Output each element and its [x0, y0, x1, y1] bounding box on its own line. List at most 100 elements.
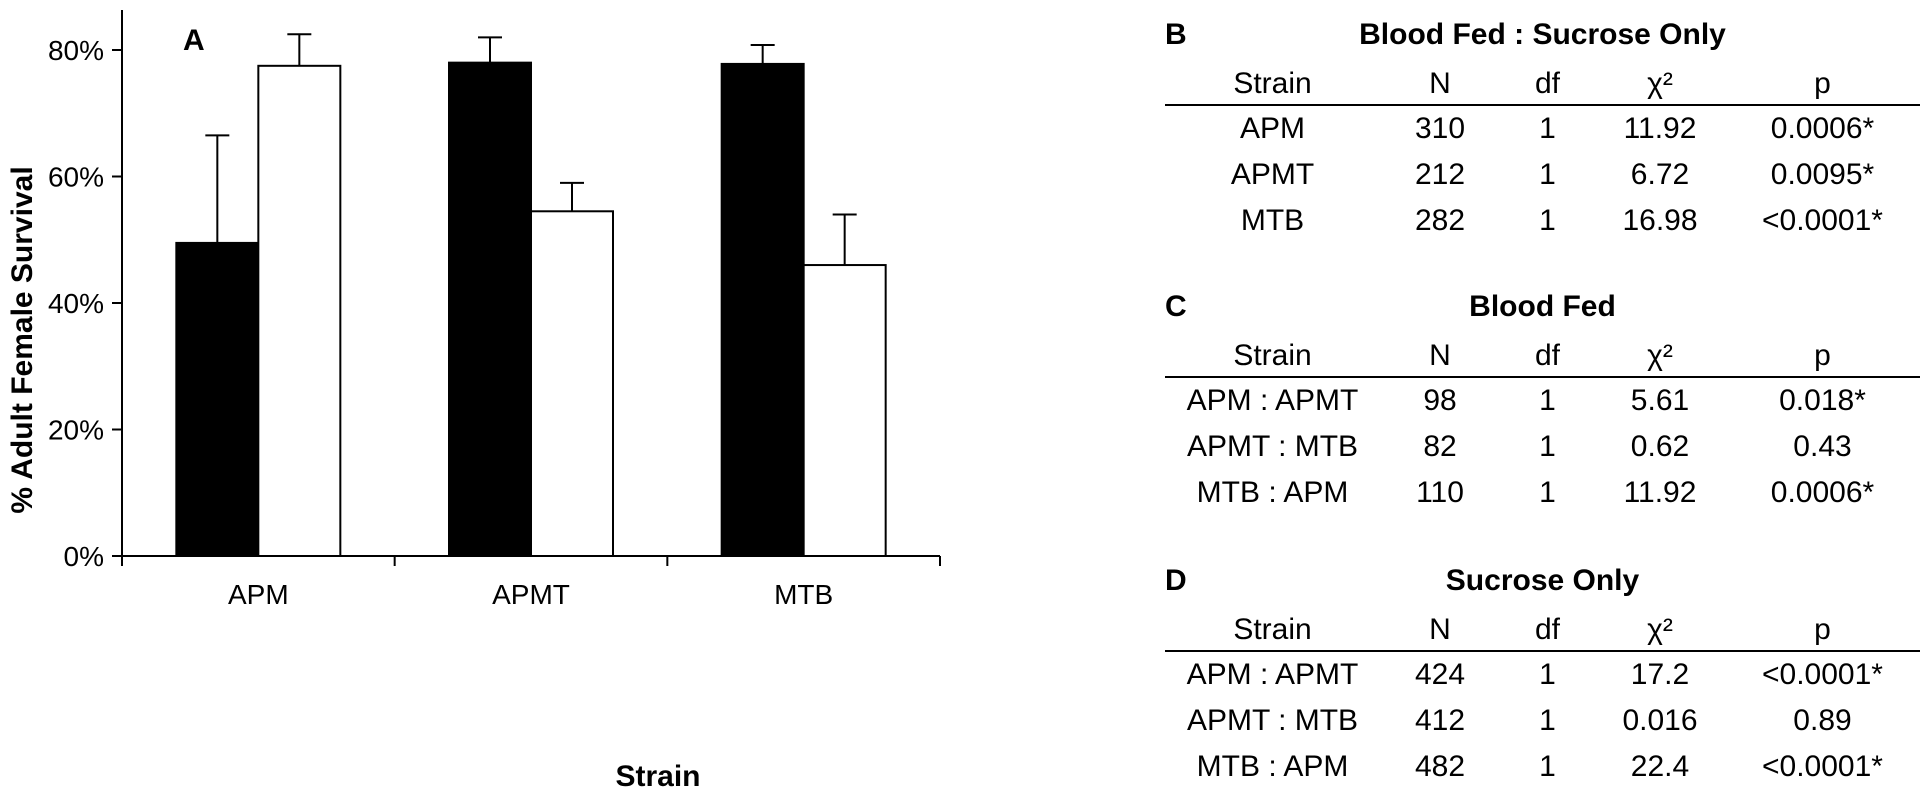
x-tick-label: MTB — [774, 579, 833, 610]
column-header: df — [1500, 610, 1595, 652]
column-header: p — [1725, 64, 1920, 106]
stats-table: Strain N df χ² p APM : APMT 98 1 5.61 0.… — [1165, 336, 1920, 516]
table-row: APMT : MTB 412 1 0.016 0.89 — [1165, 698, 1920, 744]
table-row: APMT : MTB 82 1 0.62 0.43 — [1165, 424, 1920, 470]
column-header: N — [1380, 336, 1500, 378]
panel-label-c: C — [1165, 290, 1187, 323]
table-row: APM : APMT 424 1 17.2 <0.0001* — [1165, 651, 1920, 698]
table-cell: 0.0006* — [1770, 112, 1875, 145]
table-cell: APMT — [1230, 158, 1315, 191]
column-header: χ² — [1595, 64, 1725, 106]
table-cell: 5.61 — [1630, 384, 1690, 417]
table-cell: 0.018* — [1779, 384, 1866, 417]
table-row: APM 310 1 11.92 0.0006* — [1165, 105, 1920, 152]
table-row: APM : APMT 98 1 5.61 0.018* — [1165, 377, 1920, 424]
x-axis: APM APMT MTB — [121, 555, 941, 610]
column-header: Strain — [1165, 610, 1380, 652]
table-cell: <0.0001* — [1762, 750, 1883, 783]
table-cell: 1 — [1539, 158, 1556, 191]
y-tick-label: 20% — [48, 415, 104, 446]
stats-table: Strain N df χ² p APM 310 1 11.92 0.0006*… — [1165, 64, 1920, 244]
table-cell: APM : APMT — [1186, 658, 1359, 691]
table-cell: MTB : APM — [1196, 750, 1349, 783]
table-cell: <0.0001* — [1762, 658, 1883, 691]
table-row: MTB 282 1 16.98 <0.0001* — [1165, 198, 1920, 244]
table-cell: APMT : MTB — [1186, 704, 1359, 737]
column-header: χ² — [1595, 610, 1725, 652]
panel-label-d: D — [1165, 564, 1187, 597]
table-row: MTB : APM 110 1 11.92 0.0006* — [1165, 470, 1920, 516]
panel-label-a: A — [183, 24, 205, 57]
table-cell: 310 — [1414, 112, 1466, 145]
table-cell: MTB : APM — [1196, 476, 1349, 509]
table-title: Blood Fed : Sucrose Only — [1359, 18, 1726, 51]
table-cell: 16.98 — [1622, 204, 1698, 237]
y-axis: 0% 20% 40% 60% 80% — [48, 10, 123, 572]
table-cell: MTB — [1240, 204, 1305, 237]
table-cell: 1 — [1539, 658, 1556, 691]
table-cell: 1 — [1539, 750, 1556, 783]
x-axis-title: Strain — [615, 760, 700, 793]
table-cell: 6.72 — [1630, 158, 1690, 191]
column-header: Strain — [1165, 64, 1380, 106]
bars — [175, 33, 887, 558]
table-cell: APM : APMT — [1186, 384, 1359, 417]
table-cell: 0.016 — [1622, 704, 1698, 737]
bar — [175, 241, 260, 557]
table-cell: 11.92 — [1623, 476, 1697, 509]
table-cell: 1 — [1539, 704, 1556, 737]
table-cell: 482 — [1414, 750, 1466, 783]
table-cell: 22.4 — [1630, 750, 1690, 783]
table-cell: 1 — [1539, 384, 1556, 417]
table-title: Blood Fed — [1469, 290, 1616, 323]
table-cell: 0.43 — [1793, 430, 1852, 463]
table-cell: 1 — [1539, 204, 1556, 237]
bar-chart: A 0% 20% 40% 60% 80% APM APMT MTB % Adult Fema… — [6, 10, 941, 793]
table-row: MTB : APM 482 1 22.4 <0.0001* — [1165, 744, 1920, 790]
column-header: N — [1380, 610, 1500, 652]
table-cell: 0.89 — [1793, 704, 1852, 737]
table-cell: 412 — [1414, 704, 1466, 737]
table-cell: 0.62 — [1630, 430, 1690, 463]
table-cell: 424 — [1414, 658, 1466, 691]
y-tick-label: 40% — [48, 288, 104, 319]
y-tick-label: 80% — [48, 35, 104, 66]
table-title: Sucrose Only — [1445, 564, 1640, 597]
x-tick-label: APMT — [492, 579, 570, 610]
table-row: APMT 212 1 6.72 0.0095* — [1165, 152, 1920, 198]
table-cell: APM — [1239, 112, 1305, 145]
column-header: df — [1500, 336, 1595, 378]
bar — [448, 61, 532, 558]
table-cell: APMT : MTB — [1186, 430, 1359, 463]
y-axis-title: % Adult Female Survival — [6, 166, 39, 513]
table-header-row: Strain N df χ² p — [1165, 336, 1920, 378]
table-cell: 82 — [1423, 430, 1457, 463]
column-header: p — [1725, 610, 1920, 652]
bar — [802, 264, 887, 557]
column-header: p — [1725, 336, 1920, 378]
table-cell: 1 — [1539, 430, 1556, 463]
column-header: Strain — [1165, 336, 1380, 378]
bar — [530, 210, 614, 557]
table-cell: 98 — [1423, 384, 1457, 417]
table-header-row: Strain N df χ² p — [1165, 610, 1920, 652]
table-header-row: Strain N df χ² p — [1165, 64, 1920, 106]
table-cell: 17.2 — [1630, 658, 1690, 691]
column-header: χ² — [1595, 336, 1725, 378]
table-cell: 110 — [1416, 476, 1464, 509]
table-cell: 1 — [1539, 112, 1556, 145]
table-cell: 1 — [1539, 476, 1556, 509]
table-cell: 282 — [1414, 204, 1466, 237]
bar — [257, 64, 342, 557]
y-tick-label: 60% — [48, 162, 104, 193]
table-cell: 11.92 — [1623, 112, 1697, 145]
column-header: N — [1380, 64, 1500, 106]
bar — [720, 62, 805, 557]
y-tick-label: 0% — [64, 541, 104, 572]
table-cell: 0.0006* — [1770, 476, 1875, 509]
table-cell: 212 — [1414, 158, 1466, 191]
x-tick-label: APM — [228, 579, 289, 610]
table-cell: 0.0095* — [1770, 158, 1875, 191]
table-cell: <0.0001* — [1762, 204, 1883, 237]
stats-table: Strain N df χ² p APM : APMT 424 1 17.2 <… — [1165, 610, 1920, 790]
